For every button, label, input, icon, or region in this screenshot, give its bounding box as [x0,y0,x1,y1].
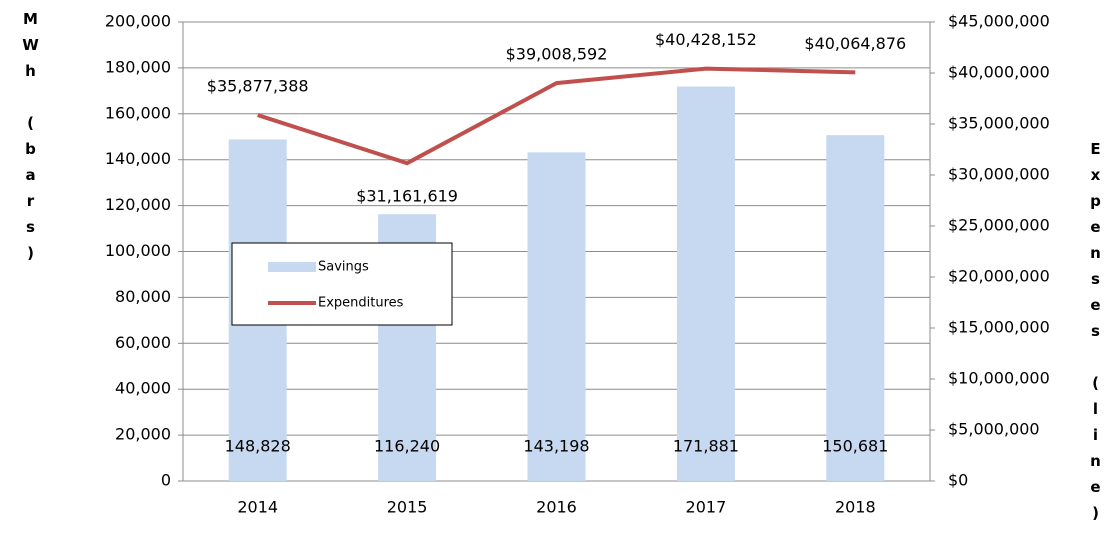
bar-value-label: 143,198 [523,437,589,456]
x-tick-label: 2018 [835,498,876,517]
y2-axis-label: Expenses (line) [1087,140,1105,530]
bar-value-label: 171,881 [673,437,739,456]
y2-tick-label: $20,000,000 [948,267,1050,286]
bar-value-label: 150,681 [822,437,888,456]
y-tick-label: 160,000 [105,103,171,122]
legend-box [231,242,453,326]
y-tick-label: 200,000 [105,12,171,31]
legend-swatch [268,262,316,272]
line-value-label: $40,428,152 [655,30,757,49]
line-value-label: $40,064,876 [804,34,906,53]
bar [676,86,735,481]
x-tick-label: 2017 [686,498,727,517]
y-tick-label: 140,000 [105,149,171,168]
y-tick-label: 0 [161,471,171,490]
y2-tick-label: $15,000,000 [948,318,1050,337]
y2-tick-label: $0 [948,471,968,490]
y2-tick-label: $45,000,000 [948,12,1050,31]
y-tick-label: 60,000 [115,333,171,352]
y-tick-label: 100,000 [105,241,171,260]
y2-tick-label: $5,000,000 [948,420,1040,439]
legend-label: Expenditures [318,296,404,311]
y-tick-label: 20,000 [115,425,171,444]
bar [826,135,885,481]
y2-tick-label: $25,000,000 [948,216,1050,235]
y2-tick-label: $40,000,000 [948,63,1050,82]
y-tick-label: 120,000 [105,195,171,214]
y2-tick-label: $35,000,000 [948,114,1050,133]
line-value-label: $39,008,592 [506,45,608,64]
x-tick-label: 2014 [237,498,278,517]
y-tick-label: 40,000 [115,379,171,398]
y2-tick-label: $10,000,000 [948,369,1050,388]
x-tick-label: 2016 [536,498,577,517]
y-axis-label: MWh (bars) [22,10,40,270]
legend-label: Savings [318,260,369,275]
line-value-label: $31,161,619 [356,187,458,206]
line-value-label: $35,877,388 [207,77,309,96]
line [257,66,856,166]
bar-value-label: 148,828 [225,437,291,456]
y-tick-label: 80,000 [115,287,171,306]
bar-value-label: 116,240 [374,437,440,456]
x-tick-label: 2015 [387,498,428,517]
y-tick-label: 180,000 [105,57,171,76]
y2-tick-label: $30,000,000 [948,165,1050,184]
bar [527,152,586,481]
